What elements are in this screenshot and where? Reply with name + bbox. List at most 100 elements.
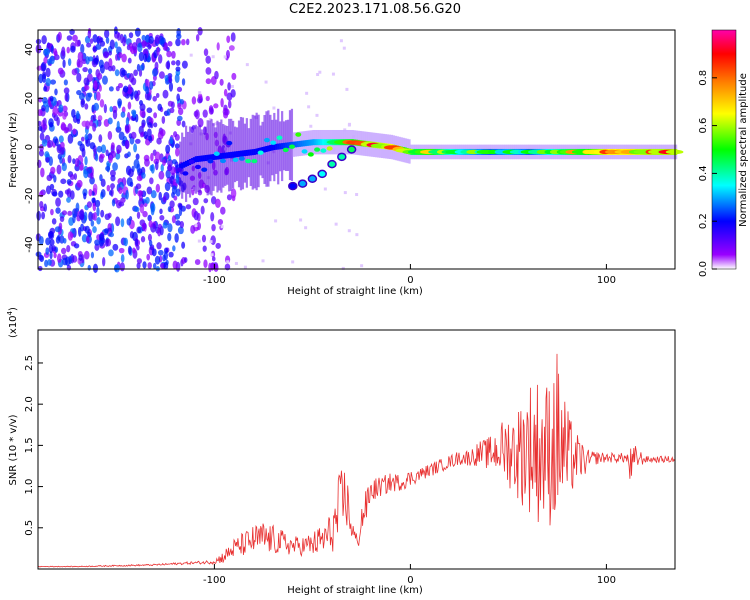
spectrogram-noise-cell [96, 216, 101, 225]
spectrogram-noise-cell [118, 186, 123, 195]
spectrogram-noise-cell [41, 211, 46, 220]
spectrogram-noise-cell [158, 71, 165, 79]
spectrogram-ridge-core [239, 150, 243, 157]
spectrogram-noise-cell [147, 121, 153, 128]
spectrogram-noise-cell [183, 257, 188, 263]
spectrogram-noise-cell [129, 181, 134, 188]
spectrogram-noise-cell [111, 65, 116, 72]
spectrogram-ridge-core [222, 152, 225, 159]
spectrogram-noise-cell [150, 205, 155, 216]
spectrogram-noise-cell [100, 178, 106, 188]
spectrogram-noise-cell [64, 189, 70, 195]
spectrogram-noise-cell [213, 103, 219, 109]
colorbar-tick-label: 0.2 [698, 213, 709, 229]
spectrogram-noise-cell [157, 223, 163, 230]
spectrogram-noise-cell [146, 253, 151, 261]
spectrogram-noise-cell [243, 265, 247, 269]
spectrogram-branch-blob [337, 152, 347, 162]
spectrogram-ridge-core [292, 141, 295, 148]
spectrogram-noise-cell [45, 156, 50, 163]
spectrogram-noise-cell [291, 260, 295, 264]
spectrogram-noise-cell [73, 173, 78, 181]
spectrogram-noise-cell [157, 249, 164, 256]
spectrogram-ridge-core [283, 142, 286, 149]
spectrogram-ridge-core [316, 139, 319, 146]
spectrogram-noise-cell [130, 91, 134, 100]
spectrogram-noise-cell [185, 38, 190, 46]
spectrogram-noise-cell [136, 262, 141, 269]
spectrogram-noise-cell [47, 230, 54, 239]
spectrogram-noise-cell [93, 80, 98, 90]
spectrogram-noise-cell [171, 215, 176, 224]
spectrogram-noise-cell [100, 209, 105, 218]
spectrogram-ridge-core [232, 151, 235, 158]
spectrogram-noise-cell [226, 35, 231, 43]
spectrogram-noise-cell [133, 69, 138, 77]
spectrogram-axes: -100 0 100 -40 -20 0 20 40 [24, 43, 616, 286]
spectrogram-noise-cell [272, 106, 276, 110]
spectrogram-noise-cell [66, 46, 70, 54]
spectrogram-noise-cell [67, 58, 72, 67]
spectrogram-noise-cell [120, 33, 124, 44]
spectrogram-noise-cell [60, 178, 67, 185]
spectrogram-noise-cell [127, 86, 133, 95]
spectrogram-noise-cell [54, 88, 58, 96]
spectrogram-noise-cell [60, 247, 67, 255]
spectrogram-noise-cell [146, 128, 152, 138]
spectrogram-noise-cell [174, 73, 180, 84]
spectrogram-y-tick-label: 0 [24, 144, 35, 150]
spectrogram-noise-cell [153, 112, 158, 119]
spectrogram-noise-cell [177, 107, 184, 116]
spectrogram-noise-cell [171, 159, 178, 165]
spectrogram-noise-cell [63, 79, 68, 86]
spectrogram-noise-cell [159, 208, 163, 215]
spectrogram-noise-cell [133, 206, 140, 213]
spectrogram-ridge-core [284, 142, 288, 149]
spectrogram-ridge-blob [207, 159, 214, 164]
spectrogram-noise-cell [47, 259, 52, 266]
spectrogram-noise-cell [205, 55, 211, 64]
spectrogram-noise-cell [51, 218, 57, 225]
spectrogram-ridge-core [208, 154, 211, 161]
spectrogram-noise-cell [175, 59, 181, 67]
spectrogram-noise-cell [52, 191, 58, 197]
spectrogram-ridge-core [198, 155, 201, 162]
spectrogram-noise-cell [138, 51, 145, 62]
spectrogram-ridge-core [234, 151, 237, 158]
spectrogram-noise-cell [334, 222, 338, 226]
spectrogram-ridge-blob [295, 132, 302, 137]
spectrogram-noise-cell [150, 190, 157, 199]
spectrogram-noise-cell [130, 131, 137, 139]
snr-frame [37, 329, 676, 570]
spectrogram-branch-blob [327, 159, 337, 169]
spectrogram-noise-cell [177, 102, 182, 110]
spectrogram-ridge-core [196, 156, 199, 163]
spectrogram-ridge-blob [220, 158, 227, 164]
spectrogram-noise-cell [125, 189, 129, 200]
spectrogram-ridge-blob [176, 167, 183, 173]
spectrogram-ridge-blob [263, 137, 270, 143]
spectrogram-noise-cell [49, 251, 53, 260]
spectrogram-noise-cell [197, 26, 203, 36]
spectrogram-ridge-core [273, 144, 276, 151]
spectrogram-noise-cell [108, 86, 114, 92]
spectrogram-branch-blob [297, 179, 308, 188]
spectrogram-ridge-blob [188, 159, 195, 165]
snr-y-tick-label: 1.5 [24, 437, 35, 453]
spectrogram-ridge-core [249, 149, 252, 156]
spectrogram-noise-cell [181, 120, 186, 128]
spectrogram-noise-cell [167, 163, 172, 172]
spectrogram-ridge-layer [176, 108, 684, 202]
spectrogram-noise-cell [116, 149, 120, 155]
spectrogram-noise-cell [67, 210, 73, 216]
spectrogram-ridge-core [192, 157, 196, 164]
spectrogram-noise-cell [227, 99, 232, 109]
spectrogram-noise-cell [108, 232, 115, 238]
snr-plot-area [38, 330, 675, 569]
spectrogram-ridge-core [228, 152, 231, 159]
spectrogram-noise-cell [83, 192, 87, 200]
spectrogram-noise-cell [85, 56, 90, 65]
spectrogram-noise-cell [35, 44, 42, 54]
spectrogram-ridge-core [298, 140, 301, 147]
